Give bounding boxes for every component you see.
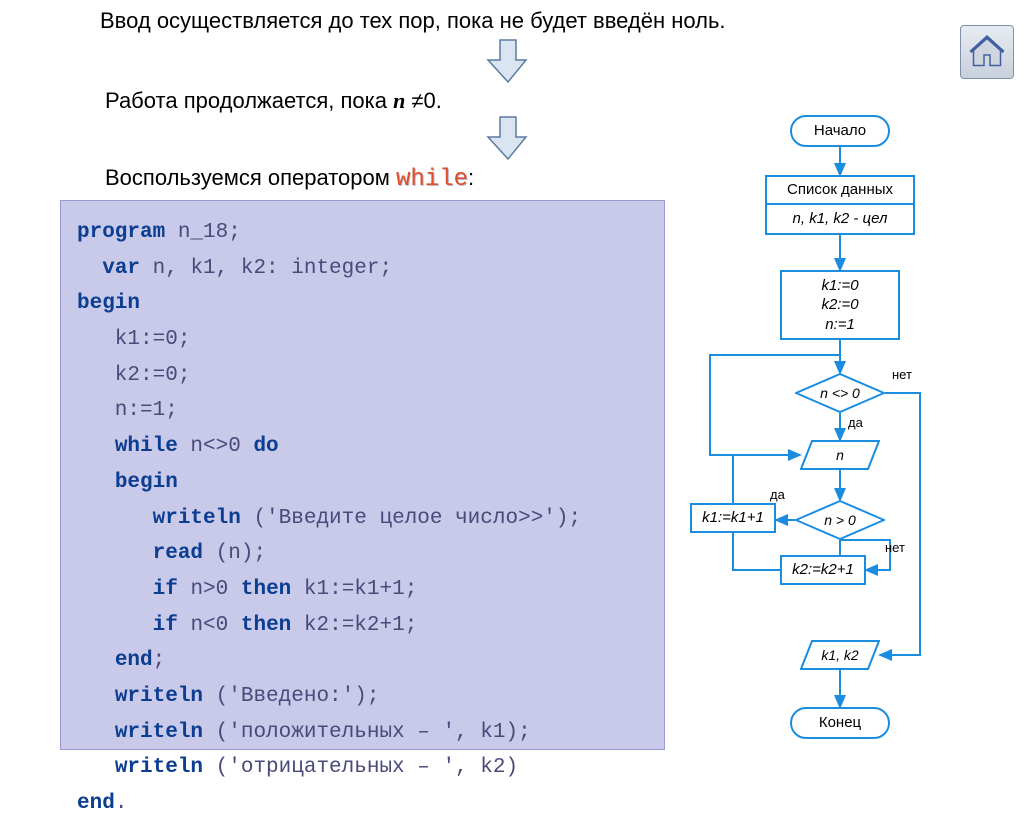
text-intro-3-prefix: Воспользуемся оператором [105, 165, 396, 190]
arrow-icon-2 [486, 115, 530, 166]
text-intro-3-while: while [396, 166, 468, 193]
fc-start: Начало [790, 115, 890, 147]
code-block: program n_18; var n, k1, k2: integer; be… [60, 200, 665, 750]
text-intro-2-prefix: Работа продолжается, пока [105, 88, 393, 113]
fc-input: n [800, 440, 880, 470]
text-intro-3: Воспользуемся оператором while: [105, 165, 474, 193]
fc-label-yes2: да [770, 487, 785, 502]
fc-init: k1:=0 k2:=0 n:=1 [780, 270, 900, 340]
fc-label-no1: нет [892, 367, 912, 382]
text-intro-2: Работа продолжается, пока n ≠0. [105, 88, 442, 114]
fc-label-yes1: да [848, 415, 863, 430]
fc-cond2: n > 0 [795, 500, 885, 540]
arrow-icon-1 [486, 38, 530, 89]
home-button[interactable] [960, 25, 1014, 79]
flowchart: Начало Список данных n, k1, k2 - цел k1:… [680, 115, 1020, 755]
text-intro-3-suffix: : [468, 165, 474, 190]
fc-k1inc: k1:=k1+1 [690, 503, 776, 533]
fc-output: k1, k2 [800, 640, 880, 670]
text-intro-2-op: ≠0. [405, 88, 442, 113]
text-intro-2-var: n [393, 88, 405, 113]
fc-datalist: Список данных [765, 175, 915, 205]
fc-vars: n, k1, k2 - цел [765, 205, 915, 235]
fc-label-no2: нет [885, 540, 905, 555]
fc-cond1: n <> 0 [795, 373, 885, 413]
fc-end: Конец [790, 707, 890, 739]
fc-k2inc: k2:=k2+1 [780, 555, 866, 585]
home-icon [969, 34, 1005, 70]
text-intro-1: Ввод осуществляется до тех пор, пока не … [100, 8, 726, 34]
